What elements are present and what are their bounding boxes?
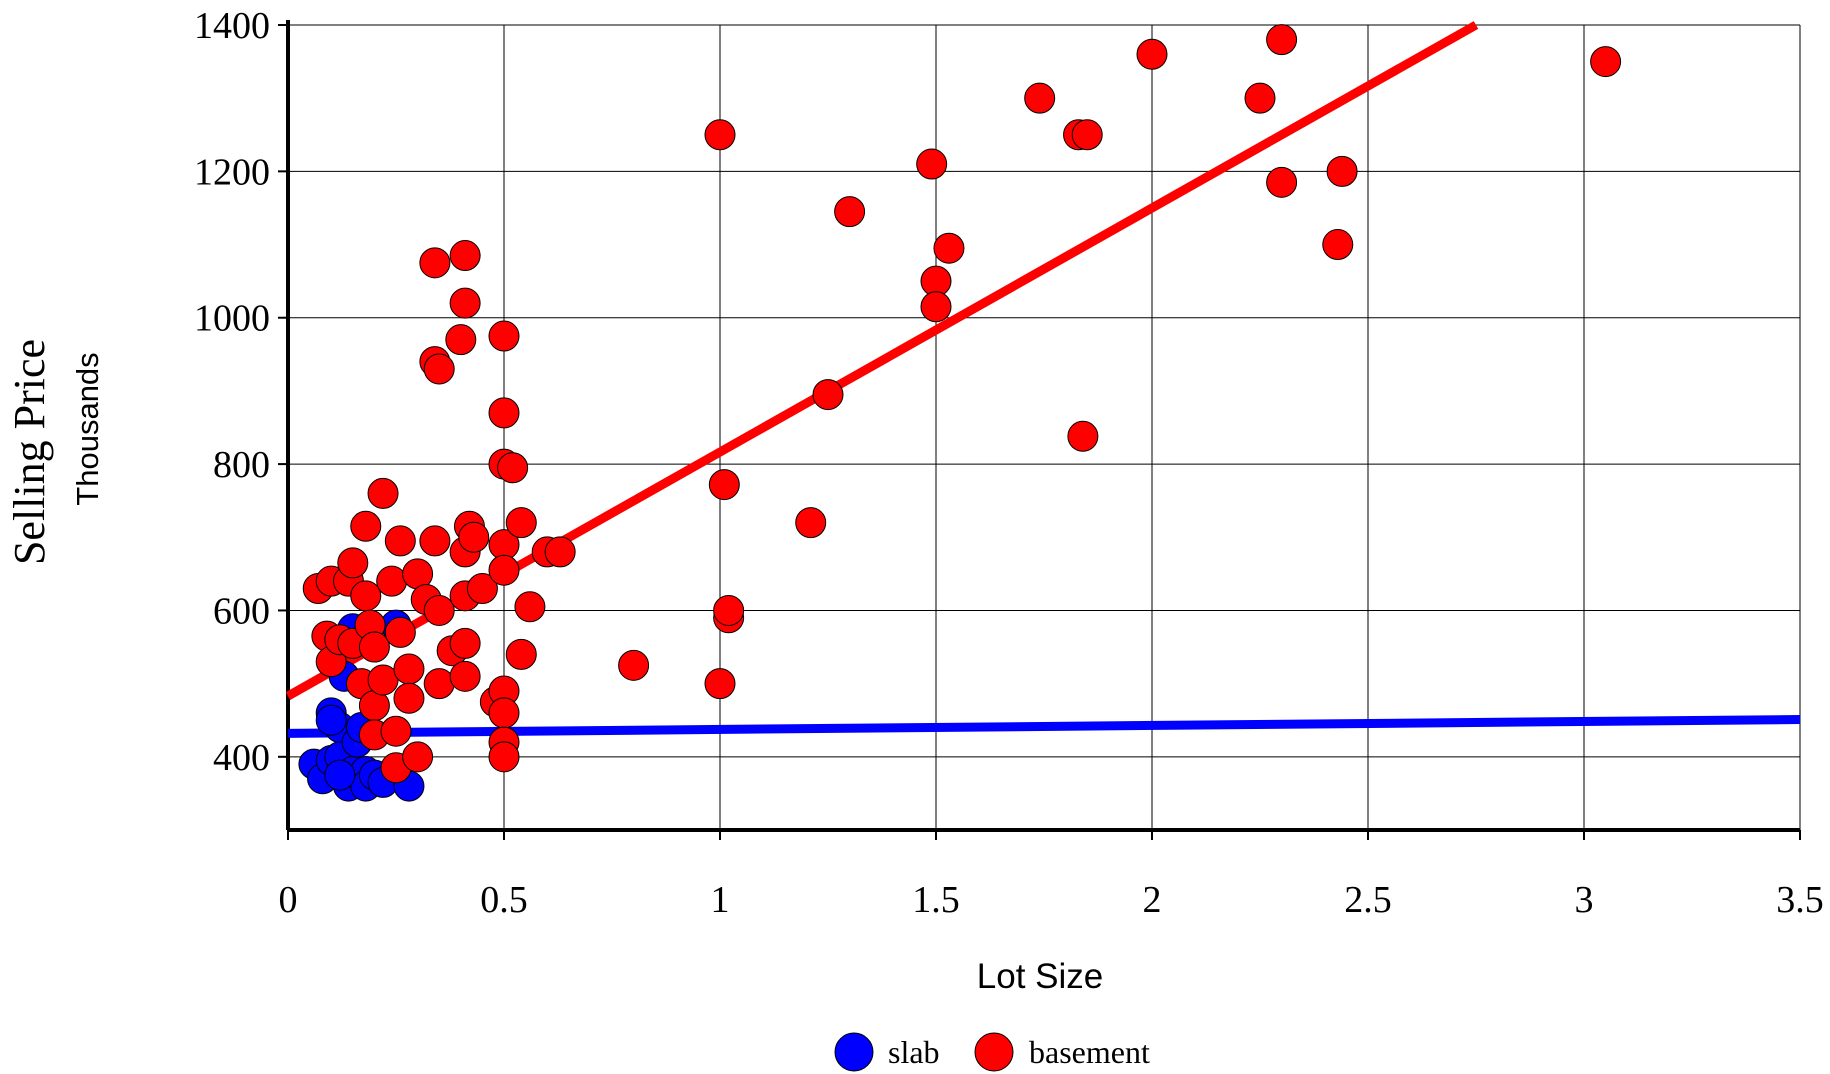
- x-tick-label: 1.5: [912, 879, 960, 921]
- point-slab: [324, 759, 356, 791]
- point-basement: [704, 668, 736, 700]
- point-basement: [488, 741, 520, 773]
- x-tick-label: 2.5: [1344, 879, 1392, 921]
- point-basement: [384, 525, 416, 557]
- legend: slab basement: [834, 1032, 1150, 1072]
- point-basement: [466, 573, 498, 604]
- point-basement: [1266, 166, 1298, 198]
- point-basement: [795, 507, 827, 539]
- point-basement: [812, 379, 844, 411]
- point-basement: [1024, 82, 1056, 114]
- y-axis-label: Selling Price: [5, 339, 54, 565]
- y-tick-label: 800: [213, 444, 270, 486]
- point-basement: [449, 287, 481, 319]
- point-basement: [488, 320, 520, 352]
- point-basement: [505, 507, 537, 539]
- point-basement: [1071, 119, 1103, 151]
- point-basement: [708, 469, 740, 501]
- y-tick-label: 1400: [194, 5, 270, 47]
- y-tick-label: 1200: [194, 151, 270, 193]
- point-basement: [920, 291, 952, 323]
- point-basement: [488, 554, 520, 586]
- point-basement: [449, 240, 481, 272]
- point-basement: [419, 247, 451, 279]
- point-basement: [384, 616, 416, 648]
- y-tick-label: 600: [213, 590, 270, 632]
- point-basement: [458, 521, 490, 553]
- y-axis-sublabel: Thousands: [70, 352, 105, 505]
- point-basement: [1266, 24, 1298, 56]
- point-basement: [1590, 46, 1622, 78]
- point-basement: [393, 653, 425, 685]
- x-tick-label: 2: [1143, 879, 1162, 921]
- point-basement: [497, 452, 529, 484]
- point-basement: [1136, 38, 1168, 70]
- tick-labels: 0 0.5 1 1.5 2 2.5 3 3.5 400 600 800 1000 1200 1400: [194, 5, 1824, 921]
- point-basement: [713, 594, 745, 626]
- point-basement: [704, 119, 736, 151]
- point-slab: [315, 704, 347, 736]
- point-basement: [544, 536, 576, 568]
- data-points: [298, 24, 1622, 802]
- point-basement: [358, 631, 390, 663]
- point-basement: [834, 196, 866, 228]
- point-basement: [367, 477, 399, 509]
- point-basement: [423, 668, 455, 700]
- point-basement: [618, 649, 650, 681]
- point-basement: [423, 353, 455, 385]
- legend-marker-basement: [974, 1032, 1014, 1072]
- point-basement: [449, 660, 481, 692]
- point-basement: [505, 638, 537, 670]
- trend-lines: [285, 21, 1801, 738]
- point-basement: [419, 525, 451, 557]
- y-tick-label: 400: [213, 737, 270, 779]
- x-tick-label: 3: [1575, 879, 1594, 921]
- legend-marker-slab: [834, 1032, 874, 1072]
- trend-line-slab: [287, 714, 1801, 738]
- point-basement: [350, 510, 382, 542]
- point-basement: [1067, 420, 1099, 452]
- x-tick-label: 3.5: [1776, 879, 1824, 921]
- x-axis-label: Lot Size: [977, 957, 1103, 996]
- point-basement: [445, 324, 477, 356]
- point-basement: [488, 397, 520, 429]
- point-basement: [1322, 229, 1354, 261]
- point-basement: [350, 580, 382, 612]
- point-basement: [1244, 82, 1276, 114]
- grid-lines: [288, 24, 1801, 830]
- point-basement: [402, 741, 434, 773]
- y-tick-label: 1000: [194, 298, 270, 340]
- x-tick-label: 0.5: [480, 879, 528, 921]
- point-basement: [933, 232, 965, 264]
- point-basement: [337, 547, 369, 579]
- point-basement: [449, 627, 481, 659]
- point-basement: [393, 682, 425, 714]
- point-basement: [376, 565, 408, 597]
- legend-label-basement: basement: [1029, 1034, 1150, 1070]
- point-basement: [423, 594, 455, 626]
- legend-label-slab: slab: [888, 1034, 940, 1070]
- x-tick-label: 0: [279, 879, 298, 921]
- point-basement: [916, 148, 948, 180]
- point-basement: [488, 697, 520, 729]
- point-basement: [380, 715, 412, 747]
- x-tick-label: 1: [711, 879, 730, 921]
- point-basement: [514, 591, 546, 623]
- point-basement: [1326, 155, 1358, 187]
